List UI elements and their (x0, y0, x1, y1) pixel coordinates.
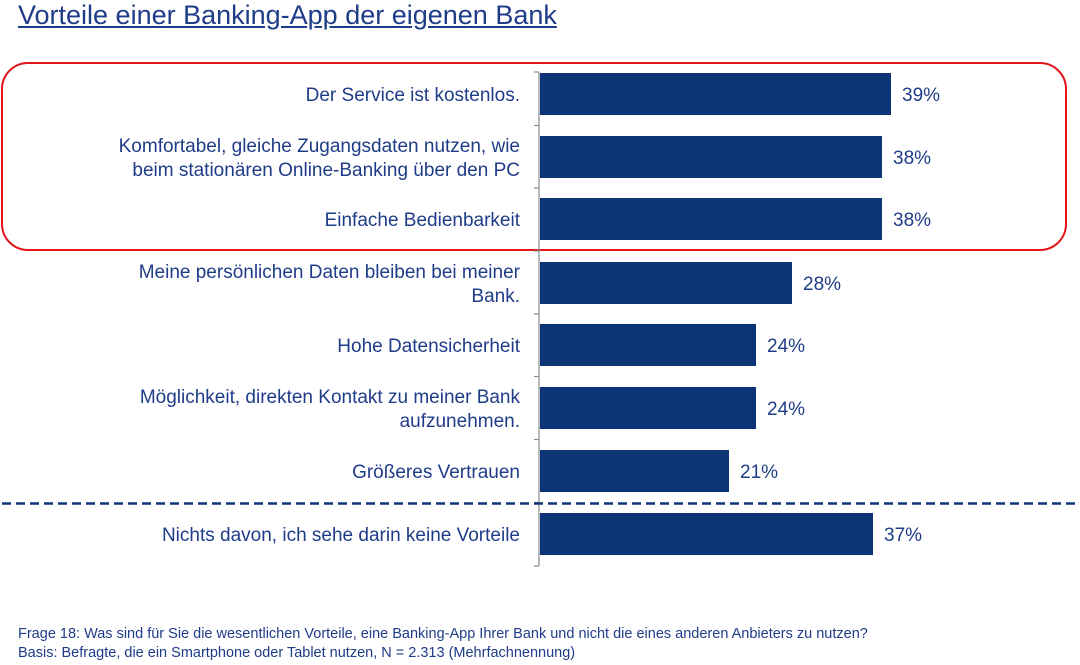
category-label: Bank. (471, 286, 520, 307)
category-label: Komfortabel, gleiche Zugangsdaten nutzen… (119, 136, 520, 157)
category-label: Hohe Datensicherheit (337, 336, 520, 357)
value-label: 39% (902, 85, 940, 106)
value-label: 38% (893, 210, 931, 231)
value-label: 21% (740, 462, 778, 483)
category-label: Der Service ist kostenlos. (306, 85, 520, 106)
footnotes: Frage 18: Was sind für Sie die wesentlic… (18, 625, 868, 663)
value-label: 24% (767, 399, 805, 420)
category-label: Größeres Vertrauen (352, 462, 520, 483)
value-label: 24% (767, 336, 805, 357)
bar (540, 450, 729, 492)
footnote-basis: Basis: Befragte, die ein Smartphone oder… (18, 645, 576, 661)
bar (540, 324, 756, 366)
chart-title: Vorteile einer Banking-App der eigenen B… (18, 0, 557, 30)
value-label: 37% (884, 525, 922, 546)
category-label: beim stationären Online-Banking über den… (132, 160, 520, 181)
value-label: 38% (893, 148, 931, 169)
bar (540, 513, 873, 555)
bar-chart: 39% Der Service ist kostenlos. 38% Komforta… (1, 62, 1078, 567)
bar (540, 198, 882, 240)
category-label: Einfache Bedienbarkeit (325, 210, 521, 231)
value-label: 28% (803, 274, 841, 295)
highlight-frame (1, 62, 1067, 251)
category-label: aufzunehmen. (400, 411, 520, 432)
bar (540, 73, 891, 115)
category-label: Möglichkeit, direkten Kontakt zu meiner … (140, 387, 521, 408)
footnote-question: Frage 18: Was sind für Sie die wesentlic… (18, 626, 868, 642)
bar (540, 262, 792, 304)
bar (540, 136, 882, 178)
category-label: Nichts davon, ich sehe darin keine Vorte… (162, 525, 520, 546)
category-label: Meine persönlichen Daten bleiben bei mei… (139, 262, 521, 283)
bar (540, 387, 756, 429)
